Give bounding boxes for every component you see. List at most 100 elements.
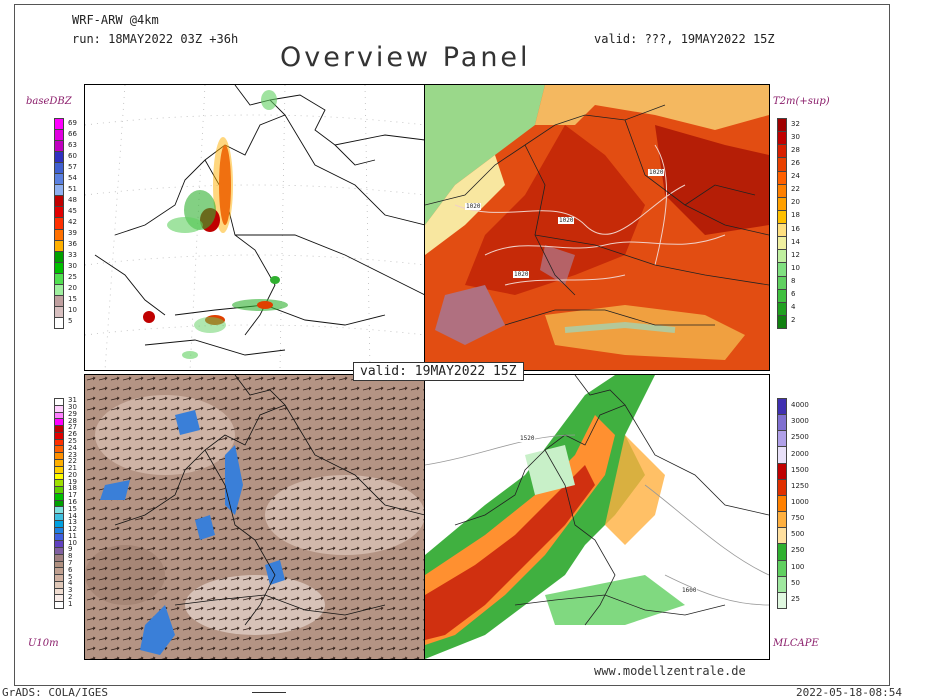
dbz-scale-tick: 57 [68,162,77,171]
valid-top-label: valid: ???, 19MAY2022 15Z [594,32,775,46]
t2m-scale-cell [777,144,787,159]
cape-scale-cell [777,478,787,496]
panel-cape-map: 1520 1600 [424,374,770,660]
t2m-scale-cell [777,314,787,329]
dbz-scale-tick: 51 [68,184,77,193]
cape-scale-tick: 100 [791,562,805,571]
run-label: run: 18MAY2022 03Z +36h [72,32,239,46]
u10-scale-tick: 28 [68,416,77,425]
u10-scale-tick: 9 [68,545,73,554]
u10-scale-tick: 1 [68,599,73,608]
dbz-scale-tick: 33 [68,251,77,260]
cape-iso-label-2: 1600 [681,587,698,594]
t2m-scale-cell [777,301,787,316]
u10-scale-tick: 20 [68,470,77,479]
label-u10m: U10m [28,638,59,649]
u10-scale-tick: 13 [68,518,77,527]
t2m-scale-cell [777,183,787,198]
u10-scale-tick: 18 [68,484,77,493]
u10-scale-tick: 7 [68,558,73,567]
cape-scale-cell [777,414,787,432]
model-label: WRF-ARW @4km [72,13,159,27]
u10-scale-tick: 6 [68,565,73,574]
cape-scale-cell [777,591,787,609]
cape-scale-tick: 50 [791,578,800,587]
cape-scale-tick: 25 [791,594,800,603]
t2m-scale-cell [777,288,787,303]
t2m-scale-tick: 6 [791,290,796,299]
t2m-scale-cell [777,262,787,277]
cape-scale-cell [777,446,787,464]
t2m-scale-tick: 22 [791,185,800,194]
grads-label: GrADS: COLA/IGES [2,686,108,699]
t2m-scale-tick: 24 [791,172,800,181]
cape-scale-cell [777,462,787,480]
valid-mid-label: valid: 19MAY2022 15Z [353,362,524,381]
label-mlcape: MLCAPE [773,638,819,649]
dbz-scale-tick: 69 [68,118,77,127]
t2m-scale-tick: 14 [791,237,800,246]
t2m-scale-tick: 32 [791,119,800,128]
t2m-scale-cell [777,131,787,146]
cape-scale-tick: 3000 [791,417,809,426]
u10-scale-tick: 27 [68,423,77,432]
cape-scale-cell [777,575,787,593]
cape-scale-tick: 2500 [791,433,809,442]
u10-scale-tick: 2 [68,592,73,601]
t2m-scale-tick: 20 [791,198,800,207]
cape-scale-tick: 1250 [791,481,809,490]
cape-scale-cell [777,543,787,561]
u10-scale-tick: 21 [68,464,77,473]
t2m-scale-cell [777,170,787,185]
cape-scale-cell [777,398,787,416]
cape-scale-tick: 1000 [791,498,809,506]
t2m-scale-cell [777,275,787,290]
t2m-scale-cell [777,118,787,133]
cape-scale-tick: 750 [791,514,805,523]
u10-scale-tick: 3 [68,586,73,595]
dbz-scale-tick: 45 [68,206,77,215]
plot-frame [14,4,890,686]
u10-scale-tick: 8 [68,552,73,561]
cape-scale-cell [777,494,787,513]
dbz-scale-tick: 54 [68,173,77,182]
t2m-scale-tick: 4 [791,303,796,312]
dbz-scale-tick: 36 [68,240,77,249]
dbz-scale-tick: 5 [68,317,73,326]
timestamp-label: 2022-05-18-08:54 [796,686,902,699]
panel-radar-map [84,84,426,371]
dbz-scale-tick: 66 [68,129,77,138]
u10-scale-tick: 11 [68,531,77,540]
u10-scale-tick: 25 [68,437,77,446]
u10-scale-tick: 12 [68,525,77,534]
isobar-label-2: 1020 [648,169,665,176]
t2m-scale-tick: 16 [791,224,800,233]
dbz-scale-tick: 15 [68,295,77,304]
u10-scale-tick: 16 [68,498,77,506]
cape-map-graphic [425,375,769,659]
t2m-scale-tick: 28 [791,145,800,154]
t2m-scale-tick: 8 [791,277,796,286]
t2m-scale-tick: 30 [791,132,800,141]
reference-vector-arrow [252,692,286,693]
cape-scale-cell [777,527,787,545]
isobar-label-4: 1020 [513,271,530,278]
t2m-scale-cell [777,209,787,224]
u10-scale-cell [54,601,64,609]
dbz-scale-tick: 63 [68,140,77,149]
isobar-label-1: 1020 [465,203,482,210]
u10-scale-tick: 4 [68,579,73,588]
u10-scale-tick: 22 [68,457,77,466]
cape-scale-tick: 500 [791,530,805,539]
cape-scale-tick: 2000 [791,449,809,458]
u10-scale-tick: 24 [68,443,77,452]
wind-map-graphic [85,375,425,659]
cape-scale-cell [777,559,787,577]
cape-scale-cell [777,511,787,529]
t2m-scale-cell [777,157,787,172]
u10-scale-tick: 30 [68,403,77,412]
cape-scale-tick: 4000 [791,401,809,410]
t2m-scale-cell [777,223,787,238]
t2m-scale-tick: 2 [791,316,796,325]
dbz-scale-tick: 20 [68,284,77,293]
